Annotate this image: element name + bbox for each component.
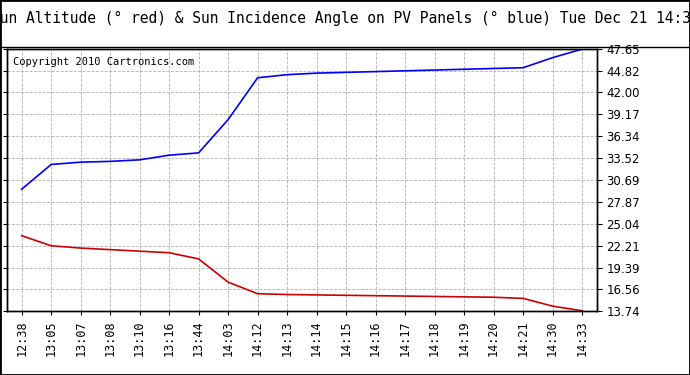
- Text: Copyright 2010 Cartronics.com: Copyright 2010 Cartronics.com: [13, 57, 194, 67]
- Text: Sun Altitude (° red) & Sun Incidence Angle on PV Panels (° blue) Tue Dec 21 14:3: Sun Altitude (° red) & Sun Incidence Ang…: [0, 11, 690, 26]
